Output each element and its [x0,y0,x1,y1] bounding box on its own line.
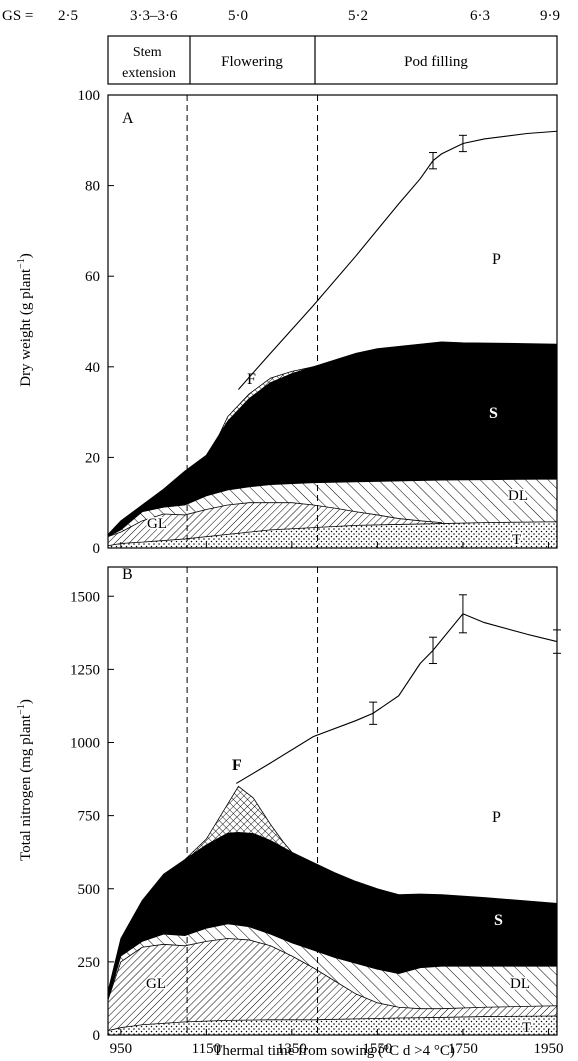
gs-value: 5·0 [228,8,248,24]
y-tick-label: 100 [78,88,101,104]
gs-value: 9·9 [540,8,560,24]
y-tick-label: 0 [93,1028,101,1044]
area-t [107,1015,558,1036]
panel-a-areas [107,341,558,549]
panel-b-lines [186,567,561,1035]
panel-b-areas [107,785,558,1036]
area-gl [107,938,558,1036]
phase-label-stem-extension: Stem extension [122,45,176,81]
x-tick-label: 1550 [362,1041,392,1057]
label-s: S [494,912,503,929]
y-tick-label: 750 [78,809,101,825]
phase-label-flowering: Flowering [221,54,283,70]
plot-frame [107,94,558,549]
label-s: S [489,405,498,422]
plot-frame [107,566,558,1036]
phase-box [107,35,558,85]
panel-a-axes: 0 20 40 60 80 100 [78,88,558,557]
y-tick-label: 0 [93,541,101,557]
growth-stage-header: GS = 2·5 3·3–3·6 5·0 5·2 6·3 9·9 Stem ex… [2,8,560,85]
y-tick-label: 1500 [70,589,100,605]
y-tick-label: 1250 [70,662,100,678]
panel-b-letter: B [122,566,133,583]
label-gl: GL [147,516,167,532]
label-gl: GL [146,976,166,992]
label-dl: DL [510,976,530,992]
x-tick-label: 1750 [448,1041,478,1057]
line-p-total [238,130,558,390]
y-tick-label: 40 [85,360,100,376]
gs-value: 5·2 [348,8,368,24]
label-f: F [232,757,242,774]
phase-label-pod-filling: Pod filling [404,54,468,70]
label-p: P [492,251,501,268]
line-p-total [236,613,558,784]
x-axis-label: Thermal time from sowing (°C d >4 °C) [213,1043,455,1059]
y-tick-label: 250 [78,955,101,971]
panel-b-axes: 0 250 500 750 1000 1250 1500 950 1150 1350 1550 175… [70,566,563,1057]
label-p: P [492,809,501,826]
panel-b-ylabel: Total nitrogen (mg plant−1) [16,699,34,861]
y-tick-label: 500 [78,882,101,898]
x-tick-label: 950 [110,1041,133,1057]
gs-value: 3·3–3·6 [130,8,178,24]
panel-b-total-nitrogen: 0 250 500 750 1000 1250 1500 950 1150 1350 1550 175… [16,566,563,1057]
gs-prefix: GS = [2,8,33,24]
x-tick-label: 1950 [533,1041,563,1057]
y-tick-label: 60 [85,269,100,285]
area-t [107,521,558,549]
label-f: F [247,371,256,388]
label-t: T [522,1020,531,1036]
area-f [184,785,293,860]
panel-a-ylabel: Dry weight (g plant−1) [16,253,34,387]
gs-value: 6·3 [470,8,490,24]
area-f [218,366,314,435]
y-tick-label: 20 [85,450,100,466]
label-dl: DL [508,488,528,504]
y-tick-label: 1000 [70,736,100,752]
x-tick-label: 1150 [192,1041,221,1057]
x-tick-label: 1350 [277,1041,307,1057]
panel-a-lines [186,95,558,548]
label-t: T [512,532,521,548]
panel-a-letter: A [122,110,134,127]
y-tick-label: 80 [85,179,100,195]
gs-value: 2·5 [58,8,78,24]
